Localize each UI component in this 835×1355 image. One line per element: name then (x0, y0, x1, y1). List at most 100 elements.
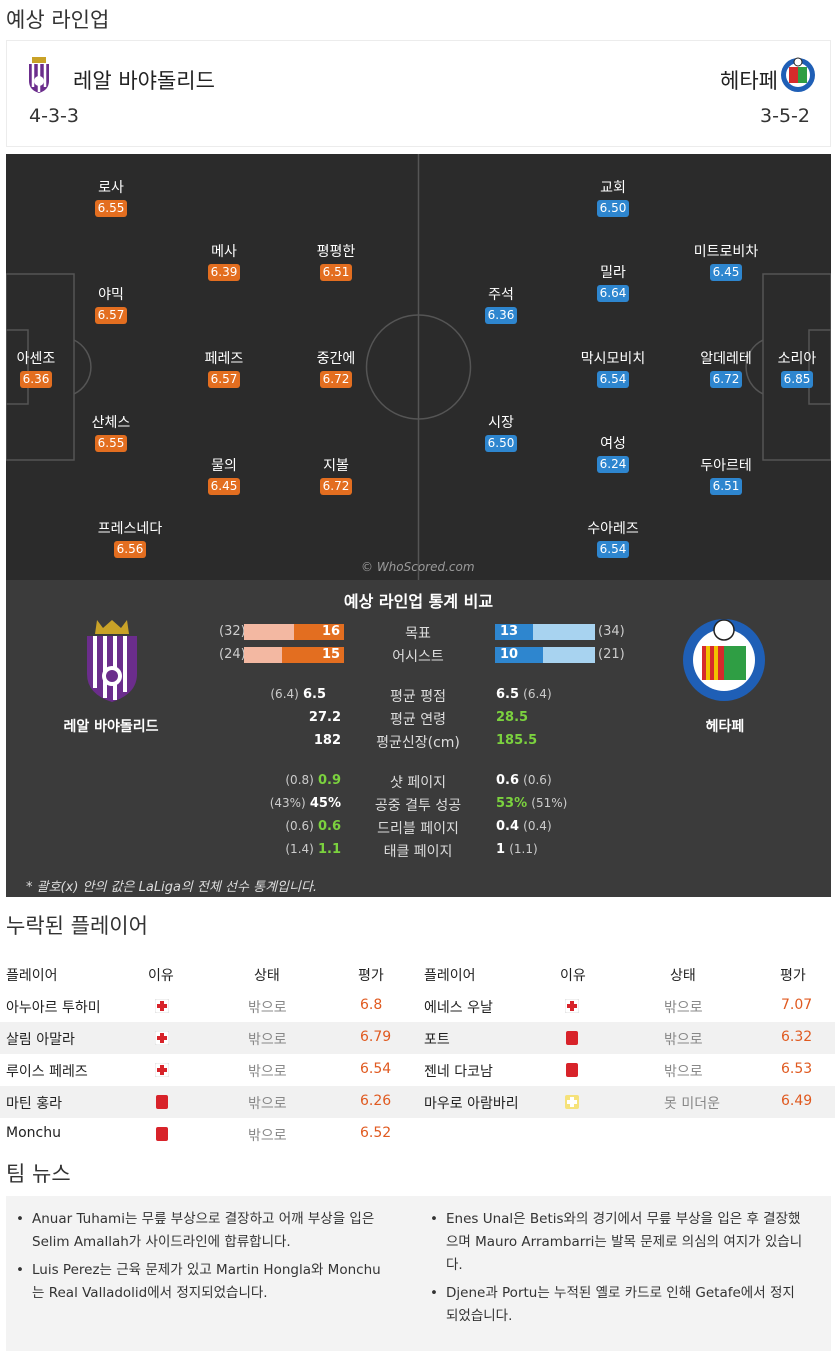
missing-row: 마틴 홍라 밖으로 6.26 마우로 아람바리 못 미더운 6.49 (0, 1086, 835, 1118)
missing-header-row: 플레이어 이유 상태 평가 플레이어 이유 상태 평가 (0, 958, 835, 990)
away-player-1[interactable]: 미트로비차 6.45 (693, 244, 759, 281)
getafe-crest-icon (781, 57, 815, 92)
away-avg-age: 28.5 (496, 710, 529, 725)
missing-rating: 6.32 (781, 1029, 813, 1045)
tackles-label: 태클 페이지 (383, 844, 453, 860)
home-player-7[interactable]: 산체스 6.55 (91, 415, 131, 452)
home-player-8[interactable]: 물의 6.45 (169, 457, 279, 495)
red-card-icon (566, 1063, 578, 1077)
home-avg-height: 182 (313, 733, 341, 748)
getafe-crest-icon (683, 619, 765, 701)
missing-row: 아누아르 투하미 밖으로 6.8 에네스 우날 밖으로 7.07 (0, 990, 835, 1022)
red-card-icon (566, 1031, 578, 1045)
home-tackles: (1.4) 1.1 (285, 842, 341, 857)
missing-status: 밖으로 (248, 1128, 287, 1144)
away-assists-bar-fill (495, 647, 543, 663)
away-player-10[interactable]: 수아레즈 6.54 (587, 521, 639, 558)
home-player-10[interactable]: 프레스네다 6.56 (97, 521, 163, 558)
missing-player-name[interactable]: 아누아르 투하미 (6, 1000, 101, 1016)
missing-status: 밖으로 (248, 1000, 287, 1016)
home-team-news: Anuar Tuhami는 무릎 부상으로 결장하고 어깨 부상을 입은 Sel… (12, 1208, 392, 1310)
missing-section-title: 누락된 플레이어 (6, 914, 148, 938)
away-news-item: Enes Unal은 Betis와의 경기에서 무릎 부상을 입은 후 결장했으… (426, 1208, 806, 1277)
away-assists-value: 10 (500, 647, 519, 662)
real-valladolid-crest-icon (29, 57, 49, 93)
home-player-1[interactable]: 메사 6.39 (169, 243, 279, 281)
away-news-item: Djene과 Portu는 누적된 옐로 카드로 인해 Getafe에서 정지되… (426, 1282, 806, 1328)
away-goalkeeper[interactable]: 소리아 6.85 (777, 351, 817, 388)
away-player-5[interactable]: 알데레테 6.72 (700, 351, 752, 388)
home-goals-value: 16 (322, 624, 341, 639)
home-goals-bar-fill (294, 624, 344, 640)
missing-player-name[interactable]: 살림 아말라 (6, 1032, 75, 1048)
away-player-3[interactable]: 주석 6.36 (446, 286, 556, 324)
missing-rating: 6.26 (360, 1093, 392, 1109)
home-team-name[interactable]: 레알 바야돌리드 (73, 69, 215, 93)
missing-rating: 6.49 (781, 1093, 813, 1109)
dribbles-label: 드리블 페이지 (377, 821, 459, 837)
away-player-8[interactable]: 여성 6.24 (558, 435, 668, 473)
missing-player-name[interactable]: Monchu (6, 1125, 61, 1141)
away-player-9[interactable]: 두아르테 6.51 (700, 458, 752, 495)
home-avg-age: 27.2 (308, 710, 341, 725)
injury-icon (565, 999, 579, 1013)
avg-age-label: 평균 연령 (390, 712, 446, 728)
missing-player-name[interactable]: 마틴 홍라 (6, 1096, 62, 1112)
teams-header: 레알 바야돌리드 4-3-3 헤타페 3-5-2 (6, 40, 831, 147)
home-goals-league: (32) (219, 624, 246, 639)
stats-footnote: * 괄호(x) 안의 값은 LaLiga의 전체 선수 통계입니다. (26, 880, 318, 895)
home-player-3[interactable]: 야믹 6.57 (56, 286, 166, 324)
home-player-2[interactable]: 평평한 6.51 (316, 244, 356, 281)
missing-player-name[interactable]: 포트 (424, 1032, 450, 1048)
home-player-6[interactable]: 중간에 6.72 (316, 351, 356, 388)
missing-row: Monchu 밖으로 6.52 (0, 1118, 835, 1150)
real-valladolid-crest-icon (87, 620, 137, 702)
lineup-pitch: 로사 6.55 메사 6.39 평평한 6.51 야믹 6.57 아센조 6.36 페레즈… (6, 154, 831, 580)
home-avg-rating: (6.4) 6.5 (270, 687, 326, 702)
doubtful-icon (565, 1095, 579, 1109)
stats-comparison: 예상 라인업 통계 비교 레알 바야돌리드 헤타페 (32) 16 목표 13 … (6, 580, 831, 897)
away-avg-height: 185.5 (496, 733, 538, 748)
header-player-away: 플레이어 (424, 968, 476, 984)
missing-player-name[interactable]: 에네스 우날 (424, 1000, 493, 1016)
home-assists-bar-fill (282, 647, 344, 663)
shots-label: 샷 페이지 (390, 775, 446, 791)
away-goals-league: (34) (598, 624, 625, 639)
away-player-0[interactable]: 교회 6.50 (558, 179, 668, 217)
missing-row: 살림 아말라 밖으로 6.79 포트 밖으로 6.32 (0, 1022, 835, 1054)
missing-player-name[interactable]: 마우로 아람바리 (424, 1096, 519, 1112)
away-avg-rating: 6.5 (6.4) (496, 687, 552, 702)
away-shots: 0.6 (0.6) (496, 773, 552, 788)
away-team-news: Enes Unal은 Betis와의 경기에서 무릎 부상을 입은 후 결장했으… (426, 1208, 806, 1333)
missing-row: 루이스 페레즈 밖으로 6.54 젠네 다코남 밖으로 6.53 (0, 1054, 835, 1086)
away-tackles: 1 (1.1) (496, 842, 538, 857)
home-player-9[interactable]: 지볼 6.72 (281, 457, 391, 495)
away-player-7[interactable]: 시장 6.50 (446, 414, 556, 452)
avg-rating-label: 평균 평점 (390, 689, 446, 705)
home-news-item: Luis Perez는 근육 문제가 있고 Martin Hongla와 Mon… (12, 1259, 392, 1305)
home-player-0[interactable]: 로사 6.55 (56, 179, 166, 217)
missing-rating: 6.8 (360, 997, 383, 1013)
away-assists-league: (21) (598, 647, 625, 662)
away-player-4[interactable]: 막시모비치 6.54 (580, 351, 646, 388)
avg-height-label: 평균신장(cm) (376, 735, 460, 751)
missing-player-name[interactable]: 루이스 페레즈 (6, 1064, 88, 1080)
away-goals-value: 13 (500, 624, 519, 639)
pitch-markings (6, 154, 831, 580)
missing-status: 밖으로 (248, 1064, 287, 1080)
away-team-name[interactable]: 헤타페 (720, 69, 778, 93)
missing-status: 못 미더운 (664, 1096, 720, 1112)
injury-icon (155, 1063, 169, 1077)
home-news-item: Anuar Tuhami는 무릎 부상으로 결장하고 어깨 부상을 입은 Sel… (12, 1208, 392, 1254)
missing-status: 밖으로 (664, 1032, 703, 1048)
away-dribbles: 0.4 (0.4) (496, 819, 552, 834)
header-reason-away: 이유 (560, 968, 586, 984)
missing-player-name[interactable]: 젠네 다코남 (424, 1064, 493, 1080)
home-player-5[interactable]: 페레즈 6.57 (204, 351, 244, 388)
missing-rating: 6.53 (781, 1061, 813, 1077)
away-aerials: 53% (51%) (496, 796, 568, 811)
goals-label: 목표 (405, 626, 431, 642)
away-player-2[interactable]: 밀라 6.64 (558, 264, 668, 302)
stats-title: 예상 라인업 통계 비교 (343, 592, 494, 611)
home-goalkeeper[interactable]: 아센조 6.36 (16, 351, 56, 388)
